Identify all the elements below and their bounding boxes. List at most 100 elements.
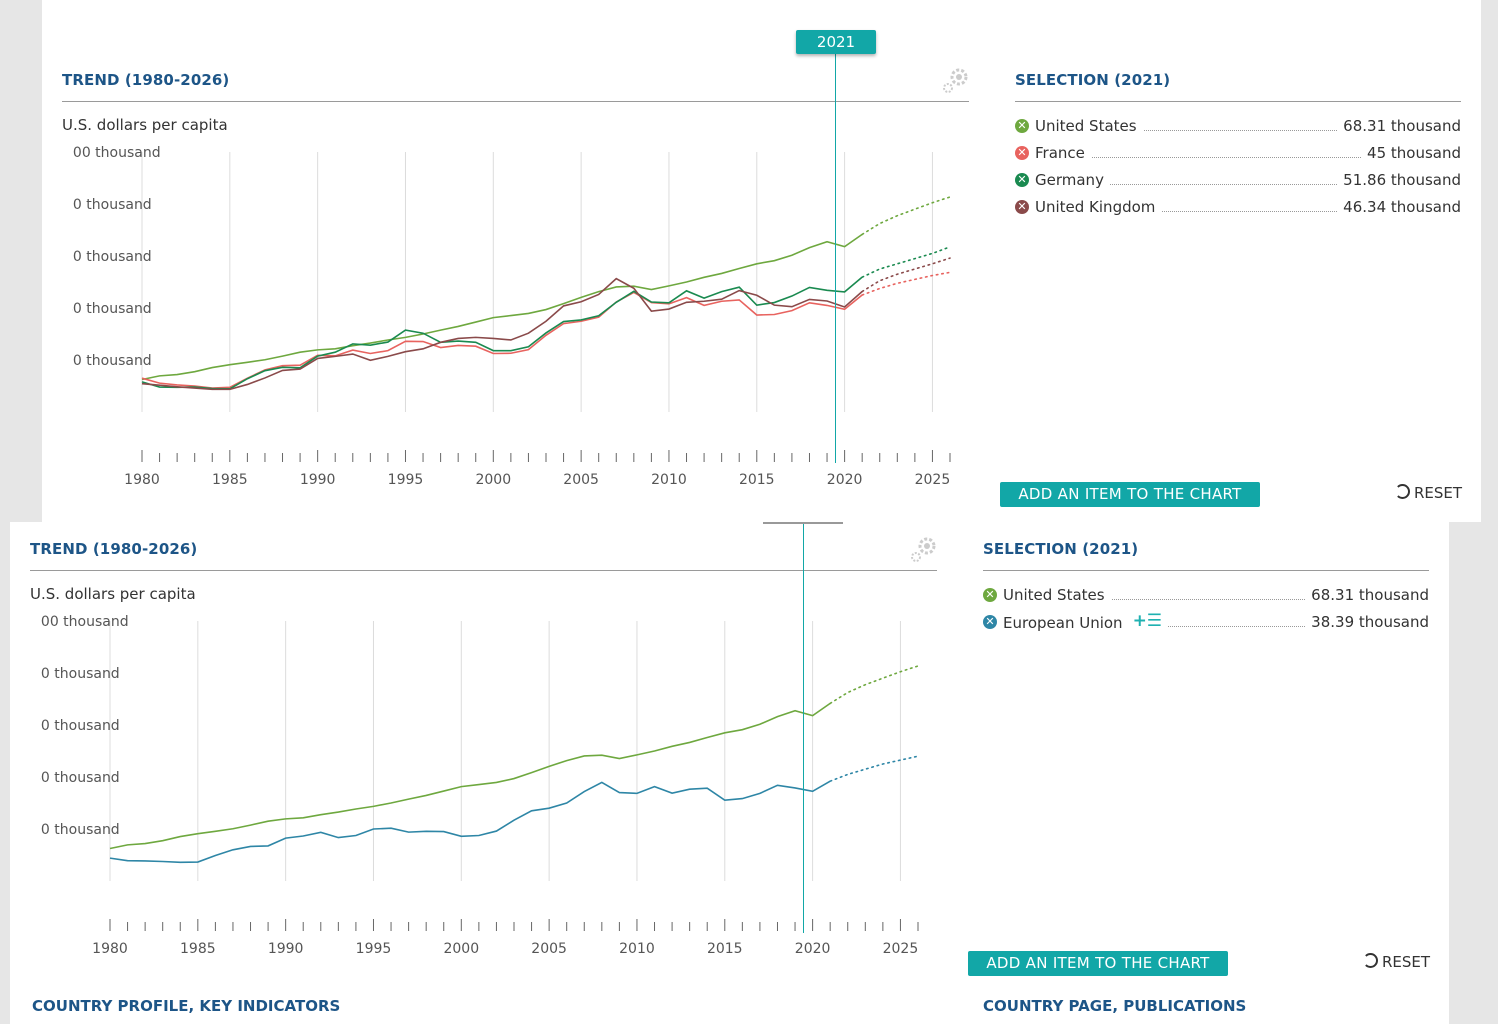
x-tick-label: 1995: [356, 941, 392, 957]
x-tick-label: 1985: [180, 941, 216, 957]
y-tick-label: 100 thousand: [40, 614, 129, 630]
gear-icon[interactable]: [940, 66, 970, 96]
x-tick-label: 2020: [827, 472, 863, 488]
series-forecast-line: [861, 257, 951, 293]
legend-item-value: 51.86 thousand: [1337, 171, 1461, 189]
remove-item-icon[interactable]: ✕: [983, 615, 997, 629]
x-tick-label: 2005: [563, 472, 599, 488]
legend-item-value: 45 thousand: [1361, 144, 1461, 162]
year-cursor-top-2: [763, 522, 843, 524]
y-tick-label: 60 thousand: [72, 249, 152, 265]
trend-header: TREND (1980-2026): [62, 71, 230, 89]
remove-item-icon[interactable]: ✕: [1015, 200, 1029, 214]
series-line: [109, 780, 831, 864]
y-tick-label: 80 thousand: [40, 666, 120, 682]
remove-item-icon[interactable]: ✕: [1015, 119, 1029, 133]
x-tick-label: 2010: [651, 472, 687, 488]
series-line: [109, 702, 831, 850]
series-line: [141, 233, 863, 381]
x-tick-label: 2020: [795, 941, 831, 957]
trend-header: TREND (1980-2026): [30, 540, 198, 558]
remove-item-icon[interactable]: ✕: [1015, 173, 1029, 187]
legend-item-value: 46.34 thousand: [1337, 198, 1461, 216]
leader-line: [1003, 599, 1429, 600]
selection-rule: [983, 570, 1429, 571]
trend-chart: 0 20 thousand 40 thousand 60 thousand 80 tho…: [72, 145, 951, 488]
legend-item-name: France: [1035, 144, 1091, 162]
legend-item-name: United States: [1035, 117, 1143, 135]
reset-button[interactable]: RESET: [1363, 953, 1430, 971]
y-tick-label: 40 thousand: [40, 770, 120, 786]
x-tick-label: 2000: [443, 941, 479, 957]
series-forecast-line: [829, 755, 919, 782]
series-line: [141, 276, 863, 390]
x-tick-label: 1990: [268, 941, 304, 957]
selection-rule: [1015, 101, 1461, 102]
series-line: [141, 291, 863, 389]
series-forecast-line: [861, 196, 951, 236]
reset-label: RESET: [1414, 484, 1463, 502]
remove-item-icon[interactable]: ✕: [1015, 146, 1029, 160]
legend-item[interactable]: ✕ European Union +☰ 38.39 thousand: [983, 611, 1429, 633]
y-tick-label: 0: [40, 874, 41, 890]
trend-chart: 0 20 thousand 40 thousand 60 thousand 80 tho…: [40, 614, 919, 957]
selection-header: SELECTION (2021): [983, 540, 1139, 558]
leader-line: [1035, 157, 1461, 158]
legend-item-name: European Union +☰: [1003, 611, 1169, 633]
legend-item[interactable]: ✕ France 45 thousand: [1015, 144, 1461, 164]
trend-rule: [62, 101, 969, 102]
y-tick-label: 80 thousand: [72, 197, 152, 213]
add-item-button[interactable]: ADD AN ITEM TO THE CHART: [1000, 482, 1260, 507]
year-flag[interactable]: 2021: [796, 30, 876, 54]
panel-1: TREND (1980-2026) U.S. dollars per capit…: [42, 0, 1481, 522]
year-cursor-line[interactable]: [835, 42, 836, 463]
x-tick-label: 2000: [475, 472, 511, 488]
x-tick-label: 1980: [92, 941, 128, 957]
country-page-link[interactable]: COUNTRY PAGE, PUBLICATIONS: [983, 997, 1247, 1015]
reset-icon: [1395, 484, 1410, 499]
panel-2: TREND (1980-2026) U.S. dollars per capit…: [10, 522, 1449, 1024]
x-tick-label: 2025: [915, 472, 951, 488]
add-item-button[interactable]: ADD AN ITEM TO THE CHART: [968, 951, 1228, 976]
legend-item[interactable]: ✕ United Kingdom 46.34 thousand: [1015, 198, 1461, 218]
series-line: [141, 277, 863, 391]
reset-label: RESET: [1382, 953, 1431, 971]
reset-button[interactable]: RESET: [1395, 484, 1462, 502]
y-tick-label: 100 thousand: [72, 145, 161, 161]
gear-icon[interactable]: [908, 535, 938, 565]
legend-item-name: United States: [1003, 586, 1111, 604]
x-tick-label: 1990: [300, 472, 336, 488]
legend-item[interactable]: ✕ Germany 51.86 thousand: [1015, 171, 1461, 191]
x-tick-label: 2010: [619, 941, 655, 957]
legend-item-name: United Kingdom: [1035, 198, 1162, 216]
remove-item-icon[interactable]: ✕: [983, 588, 997, 602]
x-tick-label: 2005: [531, 941, 567, 957]
year-cursor-line-2[interactable]: [803, 522, 804, 933]
legend-item-value: 68.31 thousand: [1337, 117, 1461, 135]
series-forecast-line: [861, 246, 951, 278]
legend-item[interactable]: ✕ United States 68.31 thousand: [1015, 117, 1461, 137]
x-tick-label: 1985: [212, 472, 248, 488]
y-axis-unit: U.S. dollars per capita: [62, 116, 228, 134]
legend-item-name: Germany: [1035, 171, 1110, 189]
x-tick-label: 1980: [124, 472, 160, 488]
leader-line: [1003, 626, 1429, 627]
country-profile-link[interactable]: COUNTRY PROFILE, KEY INDICATORS: [32, 997, 341, 1015]
leader-line: [1035, 184, 1461, 185]
x-tick-label: 2015: [707, 941, 743, 957]
selection-header: SELECTION (2021): [1015, 71, 1171, 89]
legend-item-value: 38.39 thousand: [1305, 613, 1429, 631]
y-tick-label: 60 thousand: [40, 718, 120, 734]
y-tick-label: 20 thousand: [40, 822, 120, 838]
series-forecast-line: [861, 271, 951, 296]
y-axis-unit: U.S. dollars per capita: [30, 585, 196, 603]
leader-line: [1035, 211, 1461, 212]
y-tick-label: 20 thousand: [72, 353, 152, 369]
add-list-icon[interactable]: +☰: [1132, 611, 1163, 631]
x-tick-label: 1995: [388, 472, 424, 488]
x-tick-label: 2015: [739, 472, 775, 488]
y-tick-label: 0: [72, 405, 73, 421]
legend-item[interactable]: ✕ United States 68.31 thousand: [983, 586, 1429, 606]
y-tick-label: 40 thousand: [72, 301, 152, 317]
x-tick-label: 2025: [883, 941, 919, 957]
